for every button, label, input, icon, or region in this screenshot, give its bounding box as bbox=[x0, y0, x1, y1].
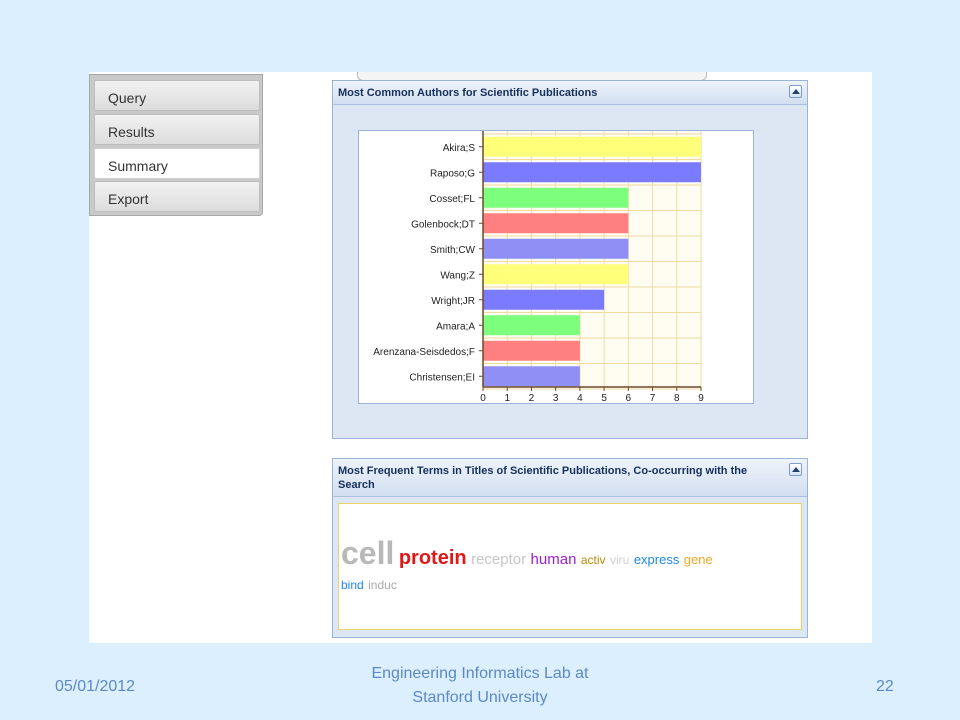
bar bbox=[483, 162, 701, 183]
tab-results[interactable]: Results bbox=[94, 114, 260, 145]
term-gene[interactable]: gene bbox=[683, 552, 713, 567]
footer-date: 05/01/2012 bbox=[55, 678, 136, 695]
category-label: Raposo;G bbox=[430, 168, 475, 179]
term-activ[interactable]: activ bbox=[580, 553, 606, 567]
collapse-terms-button[interactable] bbox=[789, 463, 802, 476]
terms-panel-title-line1: Most Frequent Terms in Titles of Scienti… bbox=[338, 465, 748, 477]
footer-lab-line1: Engineering Informatics Lab at bbox=[371, 665, 589, 682]
collapse-authors-button[interactable] bbox=[789, 85, 802, 98]
tab-export[interactable]: Export bbox=[94, 181, 260, 212]
app-screenshot: Query Results Summary Export Most Common… bbox=[89, 72, 872, 643]
x-tick-label: 7 bbox=[650, 393, 656, 403]
bar bbox=[483, 136, 701, 157]
term-cloud-line1: cell protein receptor human activ viru e… bbox=[341, 535, 799, 575]
term-protein[interactable]: protein bbox=[398, 547, 467, 569]
x-tick-label: 3 bbox=[553, 393, 559, 403]
x-tick-label: 0 bbox=[480, 393, 486, 403]
bar bbox=[483, 238, 629, 259]
term-cloud-line2: bind induc bbox=[341, 577, 397, 593]
terms-panel-header: Most Frequent Terms in Titles of Scienti… bbox=[333, 459, 807, 497]
authors-panel-header: Most Common Authors for Scientific Publi… bbox=[333, 81, 807, 105]
bar bbox=[483, 366, 580, 387]
x-tick-label: 1 bbox=[504, 393, 510, 403]
bar bbox=[483, 213, 629, 234]
category-label: Golenbock;DT bbox=[411, 219, 475, 230]
tab-query[interactable]: Query bbox=[94, 80, 260, 111]
x-tick-label: 2 bbox=[529, 393, 535, 403]
term-bind[interactable]: bind bbox=[341, 578, 364, 592]
footer-page-number: 22 bbox=[876, 678, 894, 695]
nav-tabs: Query Results Summary Export bbox=[89, 74, 263, 216]
x-tick-label: 5 bbox=[601, 393, 607, 403]
term-cloud: cell protein receptor human activ viru e… bbox=[338, 503, 802, 630]
x-tick-label: 8 bbox=[674, 393, 680, 403]
category-label: Akira;S bbox=[443, 143, 476, 154]
terms-panel-title-line2: Search bbox=[338, 479, 375, 491]
bar bbox=[483, 187, 629, 208]
x-tick-label: 4 bbox=[577, 393, 583, 403]
authors-chart-frame: Akira;S Raposo;G Cosset;FL Golenbock;DT Smit… bbox=[358, 130, 754, 404]
category-label: Wright;JR bbox=[431, 296, 475, 307]
bar bbox=[483, 340, 580, 361]
term-receptor[interactable]: receptor bbox=[471, 551, 527, 568]
bar bbox=[483, 264, 629, 285]
tab-summary[interactable]: Summary bbox=[94, 148, 260, 179]
category-label: Cosset;FL bbox=[429, 194, 475, 205]
footer-lab-name: Engineering Informatics Lab at Stanford … bbox=[330, 662, 630, 710]
term-viru[interactable]: viru bbox=[610, 553, 630, 567]
term-express[interactable]: express bbox=[633, 552, 680, 567]
bar bbox=[483, 315, 580, 336]
x-tick-label: 9 bbox=[698, 393, 704, 403]
category-label: Christensen;EI bbox=[409, 372, 475, 383]
category-label: Smith;CW bbox=[430, 245, 476, 256]
term-cell[interactable]: cell bbox=[341, 535, 395, 571]
footer-lab-line2: Stanford University bbox=[412, 689, 548, 706]
x-tick-label: 6 bbox=[626, 393, 632, 403]
category-label: Arenzana-Seisdedos;F bbox=[373, 347, 475, 358]
bar bbox=[483, 289, 605, 310]
authors-panel: Most Common Authors for Scientific Publi… bbox=[332, 80, 808, 439]
authors-bar-chart: Akira;S Raposo;G Cosset;FL Golenbock;DT Smit… bbox=[373, 131, 704, 404]
term-human[interactable]: human bbox=[530, 551, 577, 568]
category-label: Amara;A bbox=[436, 321, 475, 332]
term-induc[interactable]: induc bbox=[368, 578, 397, 592]
category-label: Wang;Z bbox=[440, 270, 475, 281]
authors-panel-title: Most Common Authors for Scientific Publi… bbox=[338, 87, 598, 99]
terms-panel: Most Frequent Terms in Titles of Scienti… bbox=[332, 458, 808, 638]
